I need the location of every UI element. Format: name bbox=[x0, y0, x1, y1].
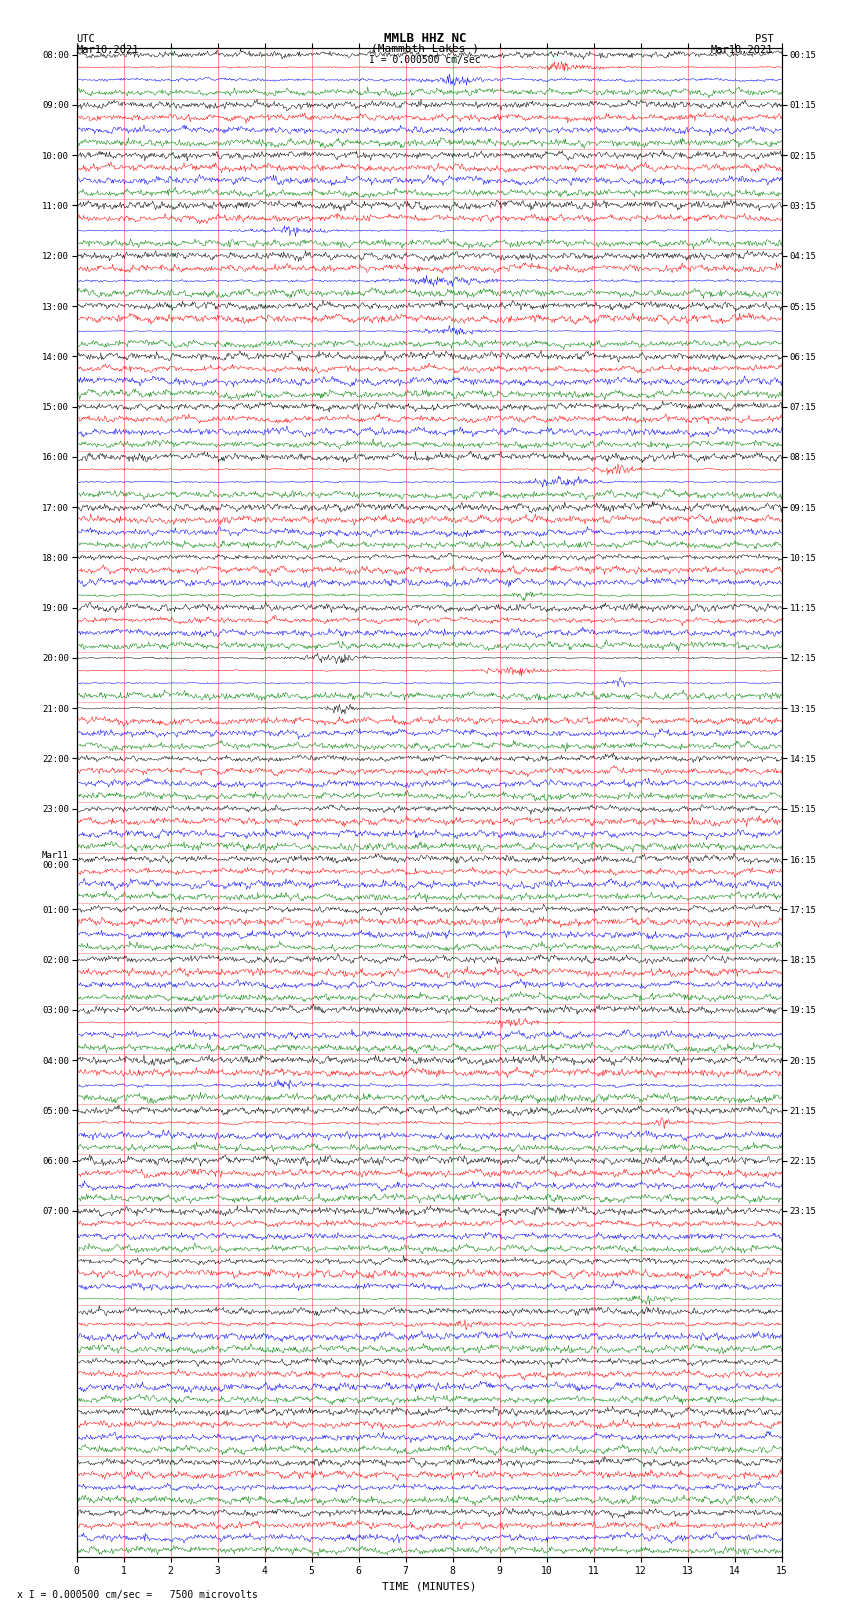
Text: MMLB HHZ NC: MMLB HHZ NC bbox=[383, 32, 467, 45]
X-axis label: TIME (MINUTES): TIME (MINUTES) bbox=[382, 1582, 477, 1592]
Text: PST
Mar10,2021: PST Mar10,2021 bbox=[711, 34, 774, 55]
Text: UTC
Mar10,2021: UTC Mar10,2021 bbox=[76, 34, 139, 55]
Text: (Mammoth Lakes ): (Mammoth Lakes ) bbox=[371, 44, 479, 53]
Text: I = 0.000500 cm/sec: I = 0.000500 cm/sec bbox=[369, 55, 481, 65]
Text: x I = 0.000500 cm/sec =   7500 microvolts: x I = 0.000500 cm/sec = 7500 microvolts bbox=[17, 1590, 258, 1600]
